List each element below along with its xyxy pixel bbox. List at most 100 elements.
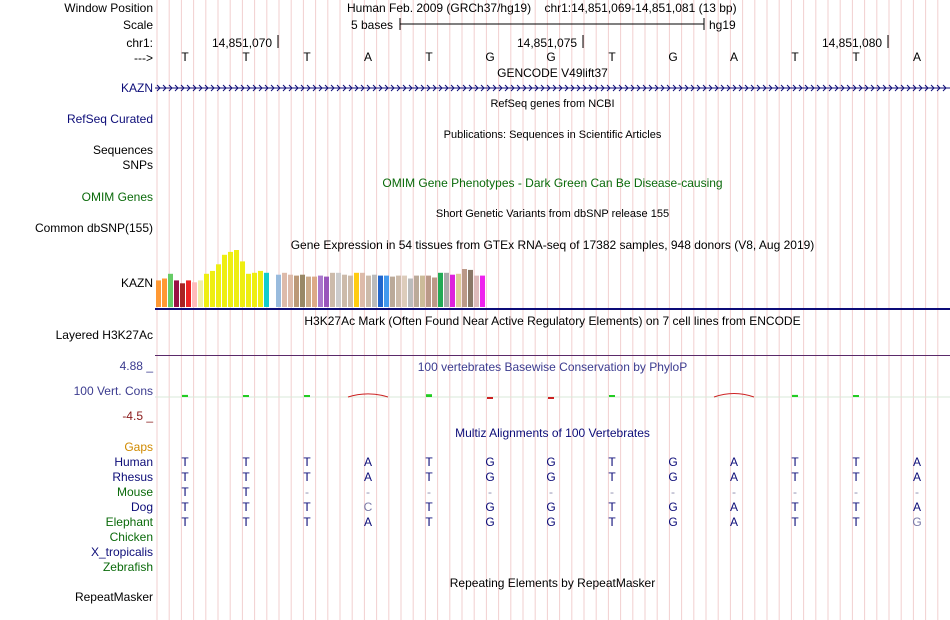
strand-arrow: [588, 84, 593, 92]
strand-arrow: [270, 84, 275, 92]
kazn-gene-feature[interactable]: [155, 82, 950, 94]
gtex-tissue-bar: [258, 270, 263, 307]
strand-arrow: [474, 84, 479, 92]
species-label[interactable]: X_tropicalis: [90, 545, 153, 559]
snps-track-label[interactable]: SNPs: [122, 158, 153, 172]
gtex-tissue-bar: [324, 276, 329, 307]
species-label[interactable]: Dog: [130, 500, 153, 514]
phylop-track-title[interactable]: 100 vertebrates Basewise Conservation by…: [417, 360, 688, 374]
species-label[interactable]: Mouse: [116, 485, 153, 499]
species-label[interactable]: Elephant: [105, 515, 153, 529]
dbsnp-track-title[interactable]: Short Genetic Variants from dbSNP releas…: [435, 208, 670, 220]
refseq-track-label[interactable]: RefSeq Curated: [66, 112, 153, 126]
gtex-tissue-bar: [216, 264, 221, 308]
aligned-base: G: [546, 515, 556, 529]
gtex-tissue-bar: [300, 274, 305, 307]
gtex-track-label[interactable]: KAZN: [120, 276, 153, 290]
conservation-bar: [792, 394, 798, 397]
strand-arrow: [804, 84, 809, 92]
strand-arrow: [534, 84, 539, 92]
aligned-base: T: [608, 455, 616, 469]
omim-track-title[interactable]: OMIM Gene Phenotypes - Dark Green Can Be…: [382, 176, 723, 190]
species-label[interactable]: Human: [114, 455, 153, 469]
strand-arrow: [450, 84, 455, 92]
gtex-tissue-bar: [444, 272, 449, 307]
strand-arrow: [240, 84, 245, 92]
strand-arrow: [714, 84, 719, 92]
gencode-track-title[interactable]: GENCODE V49lift37: [497, 66, 608, 80]
phylop-conservation-plot[interactable]: [155, 370, 950, 418]
gtex-tissue-bar: [354, 272, 359, 307]
aligned-base: A: [363, 455, 372, 469]
strand-arrow: [894, 84, 899, 92]
strand-arrow: [696, 84, 701, 92]
aligned-base: T: [425, 470, 433, 484]
strand-arrow: [756, 84, 761, 92]
dbsnp-track-label[interactable]: Common dbSNP(155): [34, 221, 153, 235]
strand-arrow: [282, 84, 287, 92]
aligned-base: -: [305, 485, 309, 499]
strand-arrow: [726, 84, 731, 92]
gtex-track-title[interactable]: Gene Expression in 54 tissues from GTEx …: [290, 238, 815, 252]
aligned-base: T: [303, 455, 311, 469]
gtex-tissue-bar: [306, 276, 311, 307]
strand-arrow: [828, 84, 833, 92]
strand-arrow: [642, 84, 647, 92]
strand-arrow: [216, 84, 221, 92]
strand-arrow: [354, 84, 359, 92]
strand-arrow: [582, 84, 587, 92]
repeatmasker-track-label[interactable]: RepeatMasker: [74, 590, 153, 604]
aligned-base: T: [425, 515, 433, 529]
gtex-tissue-bar: [408, 278, 413, 307]
strand-arrow: [774, 84, 779, 92]
strand-arrow: [306, 84, 311, 92]
gtex-tissue-bar: [342, 274, 347, 307]
gtex-tissue-bar: [198, 280, 203, 307]
gtex-tissue-bar: [192, 282, 197, 307]
gtex-tissue-bar: [156, 280, 161, 307]
aligned-base: T: [242, 455, 250, 469]
gencode-track-label[interactable]: KAZN: [120, 81, 153, 95]
strand-arrow: [486, 84, 491, 92]
publications-track-label[interactable]: Sequences: [92, 143, 153, 157]
aligned-base: G: [668, 470, 678, 484]
aligned-base: T: [181, 515, 189, 529]
strand-arrow: [558, 84, 563, 92]
strand-arrow: [732, 84, 737, 92]
strand-arrow: [912, 84, 917, 92]
gtex-tissue-bar: [390, 276, 395, 307]
species-label[interactable]: Zebrafish: [102, 560, 153, 574]
strand-arrow: [210, 84, 215, 92]
strand-arrow: [882, 84, 887, 92]
aligned-base: G: [546, 470, 556, 484]
h3k27ac-track-title[interactable]: H3K27Ac Mark (Often Found Near Active Re…: [304, 314, 801, 328]
aligned-base: A: [729, 455, 738, 469]
strand-arrow: [624, 84, 629, 92]
strand-arrow: [672, 84, 677, 92]
phylop-track-label[interactable]: 100 Vert. Cons: [73, 384, 153, 398]
refseq-track-title[interactable]: RefSeq genes from NCBI: [490, 98, 615, 110]
base-position-ruler[interactable]: [155, 34, 950, 50]
aligned-base: G: [485, 515, 495, 529]
gtex-tissue-bar: [474, 275, 479, 307]
reference-base: G: [546, 50, 556, 64]
omim-track-label[interactable]: OMIM Genes: [81, 190, 153, 204]
ruler-tick-label-3: 14,851,080: [822, 36, 883, 50]
strand-arrow: [930, 84, 935, 92]
gtex-expression-bars[interactable]: [155, 250, 950, 308]
repeatmasker-track-title[interactable]: Repeating Elements by RepeatMasker: [449, 576, 656, 590]
strand-arrow: [942, 84, 947, 92]
multiz-track-title[interactable]: Multiz Alignments of 100 Vertebrates: [455, 426, 650, 440]
species-label[interactable]: Chicken: [109, 530, 153, 544]
aligned-base: G: [546, 455, 556, 469]
reference-base: A: [363, 50, 372, 64]
aligned-base: T: [242, 515, 250, 529]
gtex-tissue-bar: [348, 275, 353, 307]
gtex-tissue-bar: [234, 250, 239, 307]
species-label[interactable]: Rhesus: [112, 470, 153, 484]
h3k27ac-track-label[interactable]: Layered H3K27Ac: [55, 328, 153, 342]
strand-arrow: [846, 84, 851, 92]
publications-track-title[interactable]: Publications: Sequences in Scientific Ar…: [443, 129, 662, 141]
strand-arrow: [786, 84, 791, 92]
assembly-name: Human Feb. 2009 (GRCh37/hg19): [347, 1, 532, 15]
